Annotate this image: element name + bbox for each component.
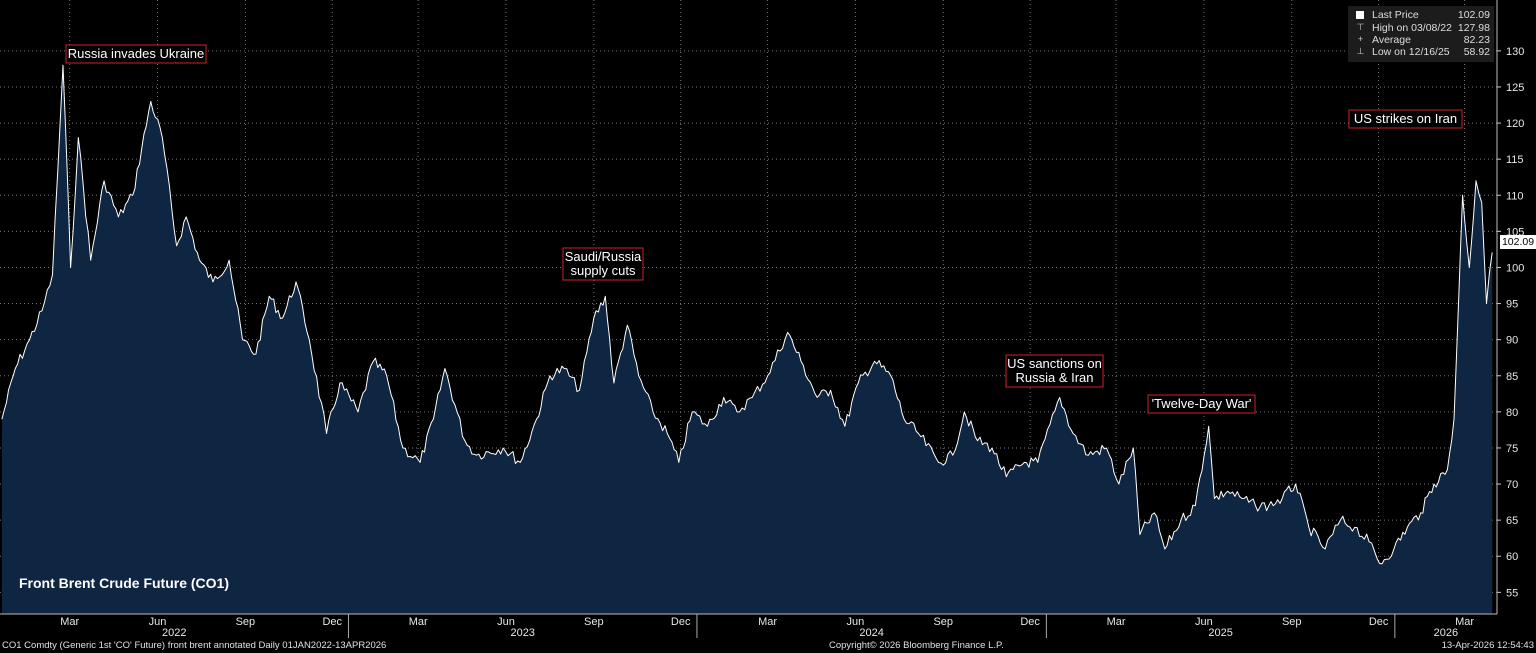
annotation-text: Russia invades Ukraine (68, 46, 205, 61)
annotation-text: US sanctions on (1007, 356, 1102, 371)
y-tick-label: 110 (1506, 190, 1524, 202)
x-tick-label: Sep (236, 616, 256, 628)
chart-title: Front Brent Crude Future (CO1) (19, 575, 229, 591)
x-tick-label: Mar (60, 616, 79, 628)
chart-annotations: Russia invades Ukraine Saudi/Russiasupply… (65, 44, 1463, 414)
legend-last-label: Last Price (1372, 9, 1419, 21)
annotation-text: US strikes on Iran (1354, 111, 1457, 126)
y-tick-label: 80 (1506, 407, 1518, 419)
x-tick-label: Mar (758, 616, 777, 628)
annotation-text: 'Twelve-Day War' (1152, 396, 1252, 411)
x-tick-label: Dec (1020, 616, 1040, 628)
legend-row-last: Last Price 102.09 (1356, 9, 1490, 21)
y-tick-label: 90 (1506, 335, 1518, 347)
legend-average-value: 82.23 (1463, 34, 1490, 46)
x-tick-label: Mar (409, 616, 428, 628)
footer-copyright: Copyright© 2026 Bloomberg Finance L.P. (829, 640, 1004, 651)
legend-low-label: Low on 12/16/25 (1372, 46, 1450, 58)
x-tick-label: Dec (1369, 616, 1389, 628)
legend-row-high: ⊤ High on 03/08/22 127.98 (1356, 22, 1490, 34)
x-tick-label: Dec (322, 616, 342, 628)
legend-row-low: ⊥ Low on 12/16/25 58.92 (1356, 46, 1490, 58)
x-tick-label: Sep (933, 616, 953, 628)
year-label: 2023 (510, 627, 534, 639)
x-tick-label: Jun (1195, 616, 1213, 628)
x-tick-label: Mar (1455, 616, 1474, 628)
x-tick-label: Jun (847, 616, 865, 628)
legend-low-icon: ⊥ (1356, 46, 1365, 56)
chart-axes: 556065707580859095100105110115120125130M… (0, 0, 1524, 639)
y-tick-label: 120 (1506, 118, 1524, 130)
annotation-box (1147, 394, 1256, 414)
annotation-box (65, 44, 207, 64)
legend-high-icon: ⊤ (1356, 22, 1365, 32)
y-tick-label: 115 (1506, 154, 1524, 166)
price-line (1, 64, 1493, 565)
y-tick-label: 100 (1506, 262, 1524, 274)
x-tick-label: Mar (1107, 616, 1126, 628)
footer-ticker: CO1 Comdty (Generic 1st 'CO' Future) fro… (2, 640, 387, 651)
annotation-5: US strikes on Iran (1348, 109, 1463, 129)
legend-last-value: 102.09 (1457, 9, 1490, 21)
legend-average-label: Average (1372, 34, 1411, 46)
y-tick-label: 85 (1506, 371, 1518, 383)
year-label: 2025 (1208, 627, 1232, 639)
annotation-text: Saudi/Russia (565, 249, 642, 264)
y-tick-label: 70 (1506, 479, 1518, 491)
x-tick-label: Jun (149, 616, 167, 628)
annotation-text: supply cuts (570, 263, 636, 278)
y-tick-label: 55 (1506, 587, 1518, 599)
price-area-fill (1, 65, 1493, 615)
last-price-tag: 102.09 (1500, 235, 1536, 249)
y-tick-label: 130 (1506, 46, 1524, 58)
legend-high-label: High on 03/08/22 (1372, 22, 1452, 34)
annotation-box (1005, 354, 1104, 388)
legend-last-icon (1356, 11, 1364, 19)
x-tick-label: Jun (497, 616, 515, 628)
annotation-box (1348, 109, 1463, 129)
annotation-1: Russia invades Ukraine (65, 44, 207, 64)
year-label: 2026 (1434, 627, 1458, 639)
x-tick-label: Sep (584, 616, 604, 628)
chart-legend: Last Price 102.09 ⊤ High on 03/08/22 127… (1348, 6, 1494, 62)
y-tick-label: 65 (1506, 515, 1518, 527)
x-tick-label: Dec (671, 616, 691, 628)
legend-average-icon: + (1357, 34, 1364, 44)
footer-timestamp: 13-Apr-2026 12:54:43 (1441, 640, 1534, 651)
y-tick-label: 75 (1506, 443, 1518, 455)
legend-row-average: + Average 82.23 (1356, 34, 1490, 46)
y-tick-label: 125 (1506, 82, 1524, 94)
y-tick-label: 60 (1506, 551, 1518, 563)
annotation-text: Russia & Iran (1015, 370, 1093, 385)
year-label: 2022 (162, 627, 186, 639)
year-label: 2024 (859, 627, 883, 639)
x-tick-label: Sep (1282, 616, 1302, 628)
annotation-4: 'Twelve-Day War' (1147, 394, 1256, 414)
legend-low-value: 58.92 (1463, 46, 1490, 58)
annotation-box (562, 247, 644, 281)
legend-high-value: 127.98 (1457, 22, 1490, 34)
y-tick-label: 95 (1506, 299, 1518, 311)
